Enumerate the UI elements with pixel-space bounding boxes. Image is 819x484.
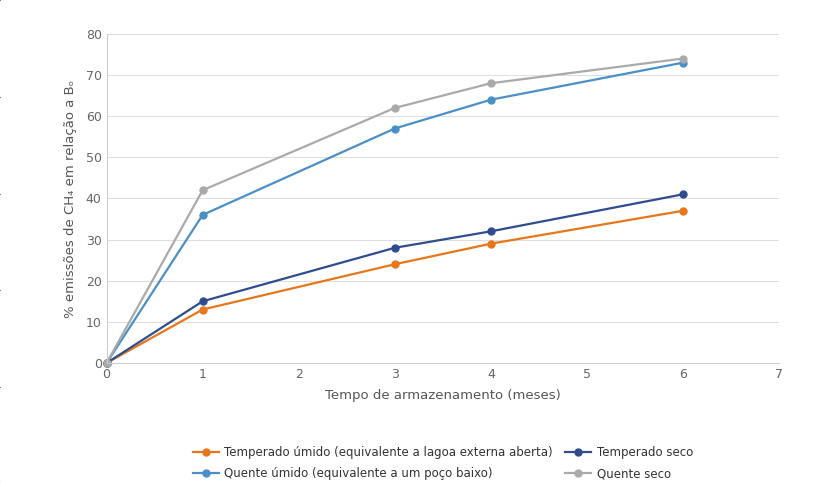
Temperado úmido (equivalente a lagoa externa aberta) [197, 307, 207, 313]
Quente úmido (equivalente a um poço baixo) [197, 212, 207, 218]
Line: Quente seco: Quente seco [103, 55, 686, 366]
Temperado seco [389, 245, 399, 251]
Quente seco [102, 360, 111, 366]
Quente úmido (equivalente a um poço baixo) [389, 125, 399, 131]
Line: Temperado seco: Temperado seco [103, 191, 686, 366]
Temperado úmido (equivalente a lagoa externa aberta) [486, 241, 495, 247]
Text: 3: 3 [452, 195, 482, 236]
Quente úmido (equivalente a um poço baixo) [486, 97, 495, 103]
Temperado seco [197, 298, 207, 304]
Line: Quente úmido (equivalente a um poço baixo): Quente úmido (equivalente a um poço baix… [103, 59, 686, 366]
Quente úmido (equivalente a um poço baixo) [677, 60, 687, 65]
Temperado úmido (equivalente a lagoa externa aberta) [389, 261, 399, 267]
Quente úmido (equivalente a um poço baixo) [102, 360, 111, 366]
Legend: Temperado úmido (equivalente a lagoa externa aberta), Quente úmido (equivalente : Temperado úmido (equivalente a lagoa ext… [188, 441, 697, 484]
Y-axis label: % emissões de CH₄ em relação a Bₒ: % emissões de CH₄ em relação a Bₒ [65, 79, 77, 318]
Line: Temperado úmido (equivalente a lagoa externa aberta): Temperado úmido (equivalente a lagoa ext… [103, 207, 686, 366]
Temperado úmido (equivalente a lagoa externa aberta) [102, 360, 111, 366]
Text: 3: 3 [326, 180, 362, 232]
Temperado seco [677, 192, 687, 197]
Quente seco [197, 187, 207, 193]
Quente seco [486, 80, 495, 86]
Temperado úmido (equivalente a lagoa externa aberta) [677, 208, 687, 214]
Quente seco [677, 56, 687, 61]
X-axis label: Tempo de armazenamento (meses): Tempo de armazenamento (meses) [324, 389, 560, 402]
Temperado seco [486, 228, 495, 234]
Temperado seco [102, 360, 111, 366]
Quente seco [389, 105, 399, 111]
Text: 2: 2 [496, 232, 511, 252]
